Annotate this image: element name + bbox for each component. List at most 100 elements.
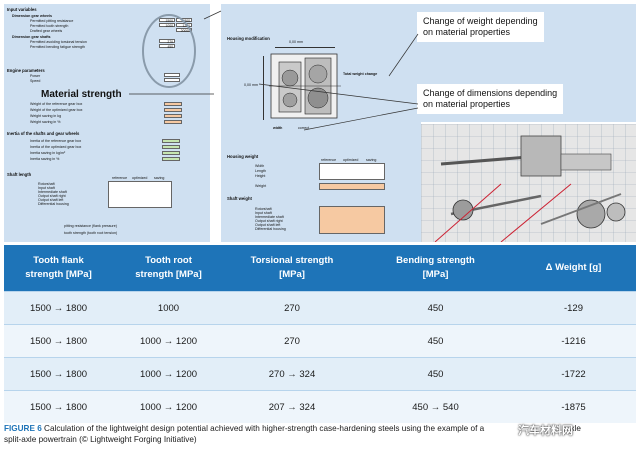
housing-header-saving: saving — [366, 158, 377, 162]
header-torsional: Torsional strength [MPa] — [224, 245, 360, 292]
cell-delta-weight: -1722 — [511, 357, 636, 391]
row-intermediate: Intermediate shaft — [38, 190, 67, 194]
header-bending: Bending strength [MPa] — [360, 245, 511, 292]
caption-label: FIGURE 6 — [4, 424, 42, 433]
shaft-length-grid — [108, 181, 172, 208]
row-dimension-gear-shafts: Dimension gear shafts — [12, 35, 51, 39]
width-label: width — [273, 126, 283, 130]
housing-modification-title: Housing modification — [227, 36, 270, 41]
cell-bending: 450 → 540 — [360, 390, 511, 423]
cell-root: 1000 → 1200 — [113, 390, 224, 423]
cell-root: 1000 → 1200 — [113, 357, 224, 391]
shaft-header-opt: optimized — [132, 176, 148, 180]
figure-caption: FIGURE 6 Calculation of the lightweight … — [4, 423, 604, 445]
housing-grid — [319, 163, 385, 180]
row-output-right: Output shaft right — [38, 194, 66, 198]
row-weight-kg: Weight saving in kg — [30, 114, 62, 118]
cell-bending: 450 — [360, 324, 511, 358]
callout-weight: Change of weight depending on material p… — [417, 12, 544, 42]
cell-torsional: 270 → 324 — [224, 357, 360, 391]
caption-text-cont: split-axle powertrain (© Lightweight For… — [4, 435, 197, 444]
row-weight-ref: Weight of the reference gear box — [30, 102, 83, 106]
cell-delta-weight: -129 — [511, 291, 636, 325]
table-row: 1500 → 1800 1000 → 1200 270 450 -1216 — [4, 324, 636, 358]
cell-flank: 1500 → 1800 — [4, 324, 113, 358]
row-tooth: Permitted tooth strength — [30, 24, 69, 28]
cell-weight-opt — [164, 108, 182, 112]
row-power: Power — [30, 74, 41, 78]
row-weight-opt: Weight of the optimized gear box — [30, 108, 83, 112]
row-bending: Permitted bending fatigue strength — [30, 45, 85, 49]
cell-inertia-saving — [162, 151, 180, 155]
shaftw-row-5: Output shaft left — [255, 223, 281, 227]
total-weight-label: Total weight change — [343, 72, 378, 76]
highlight-ellipse — [142, 14, 196, 88]
cell-inertia-ref — [162, 139, 180, 143]
section-engine: Engine parameters — [7, 68, 45, 73]
cell-tooth-ref: 1000 — [159, 23, 175, 28]
cell-torsional: 270 — [224, 291, 360, 325]
cell-bending: 450 — [360, 357, 511, 391]
shaftw-row-6: Differential housing — [255, 227, 286, 231]
table-row: 1500 → 1800 1000 270 450 -129 — [4, 291, 636, 325]
cell-torsional: 270 — [159, 39, 175, 44]
footnote-pitting: pitting resistance (flank pressure) — [64, 224, 117, 228]
row-weight-pct: Weight saving in % — [30, 120, 61, 124]
row-drafted: Drafted gear wheels — [30, 29, 63, 33]
figure: Input variables Dimension gear wheels Pe… — [4, 4, 636, 242]
header-delta-weight: Δ Weight [g] — [511, 245, 636, 292]
cell-weight-pct — [164, 120, 182, 124]
table-header-row: Tooth flank strength [MPa] Tooth root stre… — [4, 245, 636, 292]
caption-tail: xle — [570, 424, 581, 433]
cell-weight-kg — [164, 114, 182, 118]
shaftw-row-1: Rotorshaft — [255, 207, 272, 211]
cell-flank: 1500 → 1800 — [4, 291, 113, 325]
shaft-header-saving: saving — [154, 176, 165, 180]
dim-line-top — [275, 47, 335, 48]
caption-text: Calculation of the lightweight design po… — [44, 424, 487, 433]
material-strength-label: Material strength — [37, 88, 126, 101]
row-output-left: Output shaft left — [38, 198, 64, 202]
header-tooth-root: Tooth root strength [MPa] — [113, 245, 224, 292]
shaft-weight-title: Shaft weight — [227, 196, 252, 201]
housing-header-opt: optimized — [343, 158, 359, 162]
row-torsional: Permitted avoiding torsional tension — [30, 40, 87, 44]
cell-inertia-pct — [162, 157, 180, 161]
footnote-tooth: tooth strength (tooth root tension) — [64, 231, 118, 235]
callout-dim-line2: on material properties — [423, 99, 511, 109]
header-tooth-flank: Tooth flank strength [MPa] — [4, 245, 113, 292]
callout-dimensions: Change of dimensions depending on materi… — [417, 84, 564, 114]
correct-label: correct — [298, 126, 309, 130]
gearbox-parts-photo — [421, 124, 636, 242]
callout-dim-line1: Change of dimensions depending — [423, 88, 558, 98]
cell-delta-weight: -1875 — [511, 390, 636, 423]
cell-root: 1000 — [113, 291, 224, 325]
row-speed: Speed — [30, 79, 41, 83]
callout-weight-line2: on material properties — [423, 27, 511, 37]
housing-row-height: Height — [255, 174, 266, 178]
input-panel: Input variables Dimension gear wheels Pe… — [4, 4, 210, 242]
section-shaft-length: Shaft length — [7, 172, 32, 177]
section-inertia: Inertia of the shafts and gear wheels — [7, 131, 80, 136]
housing-row-length: Length — [255, 169, 266, 173]
row-pitting: Permitted pitting resistance — [30, 19, 74, 23]
shaftw-row-4: Output shaft right — [255, 219, 283, 223]
row-dimension-gear-wheels: Dimension gear wheels — [12, 14, 52, 18]
shaft-header-ref: reference — [112, 176, 128, 180]
housing-panel: Housing modification 0,00 mm 0,00 mm wid… — [221, 4, 421, 242]
cell-weight-ref — [164, 102, 182, 106]
cell-speed — [164, 78, 180, 82]
housing-row-width: Width — [255, 164, 265, 168]
dim-left: 0,00 mm — [244, 83, 258, 87]
gearbox-drawing — [269, 53, 341, 119]
cell-delta-weight: -1216 — [511, 324, 636, 358]
callout-weight-line1: Change of weight depending — [423, 16, 538, 26]
shaftw-row-3: Intermediate shaft — [255, 215, 284, 219]
shaftw-row-2: Input shaft — [255, 211, 272, 215]
cell-torsional: 207 → 324 — [224, 390, 360, 423]
cell-bending: 450 — [360, 291, 511, 325]
housing-weight-cells — [319, 183, 385, 190]
strength-table: Tooth flank strength [MPa] Tooth root stre… — [4, 245, 636, 423]
cell-torsional: 270 — [224, 324, 360, 358]
row-inertia-opt: Inertia of the optimized gear box — [30, 145, 82, 149]
